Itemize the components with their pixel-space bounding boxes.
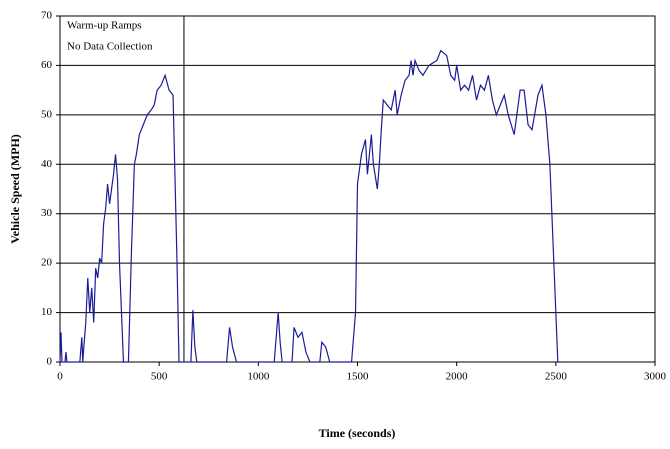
- x-tick-label: 0: [57, 371, 63, 383]
- annotation: No Data Collection: [67, 41, 153, 53]
- x-tick-label: 500: [151, 371, 168, 383]
- y-tick-label: 70: [41, 10, 53, 22]
- x-tick-label: 1000: [247, 371, 270, 383]
- x-tick-label: 3000: [644, 371, 667, 383]
- speed-line: [59, 49, 562, 363]
- x-tick-label: 1500: [347, 371, 370, 383]
- plot-frame: [59, 15, 656, 363]
- x-axis-title: Time (seconds): [319, 426, 396, 440]
- y-tick-label: 0: [47, 356, 53, 368]
- y-tick-label: 60: [41, 59, 53, 71]
- y-tick-label: 30: [41, 207, 53, 219]
- y-tick-label: 40: [41, 158, 53, 170]
- x-tick-label: 2500: [545, 371, 568, 383]
- y-tick-label: 10: [41, 306, 53, 318]
- y-tick-label: 50: [41, 108, 53, 120]
- x-tick-label: 2000: [446, 371, 469, 383]
- y-axis-title: Vehicle Speed (MPH): [8, 134, 22, 244]
- y-tick-label: 20: [41, 257, 53, 269]
- annotation: Warm-up Ramps: [67, 20, 142, 32]
